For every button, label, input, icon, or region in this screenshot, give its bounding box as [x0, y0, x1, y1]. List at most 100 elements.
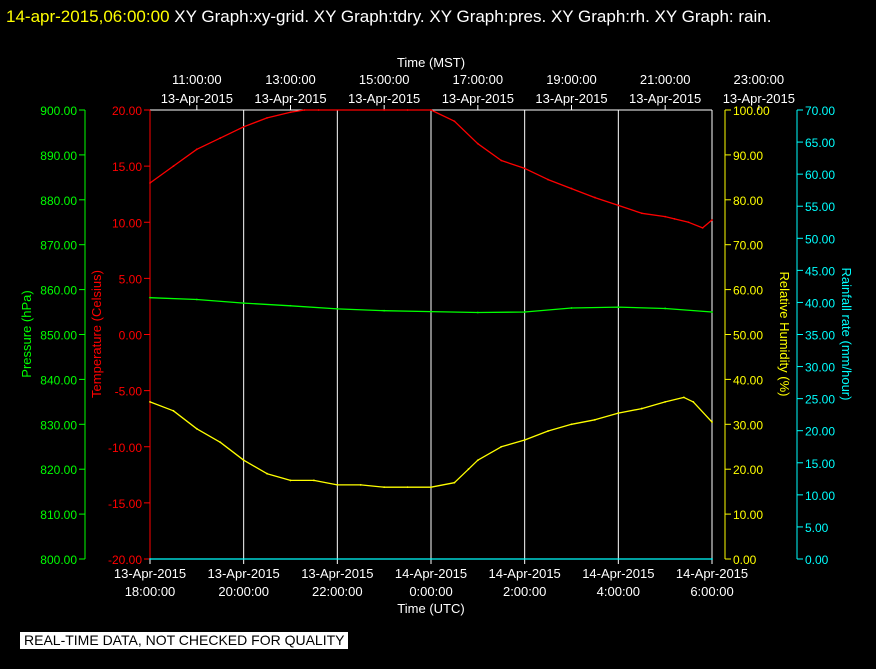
temperature-point: [172, 165, 175, 168]
top-tick-date: 13-Apr-2015: [442, 91, 514, 106]
temperature-point: [289, 111, 292, 114]
pressure-point: [664, 307, 667, 310]
temperature-axis-title: Temperature (Celsius): [89, 270, 104, 398]
humidity-point: [266, 472, 268, 475]
humidity-tick-label: 100.00: [733, 104, 770, 118]
bottom-tick-date: 14-Apr-2015: [395, 566, 467, 581]
humidity-point: [195, 427, 198, 430]
humidity-axis-title: Relative Humidity (%): [777, 272, 792, 397]
top-tick-time: 19:00:00: [546, 72, 597, 87]
top-tick-date: 13-Apr-2015: [535, 91, 607, 106]
humidity-point: [336, 484, 339, 486]
pressure-tick-label: 890.00: [40, 149, 77, 163]
rainfall-tick-label: 50.00: [805, 232, 835, 246]
top-tick-date: 13-Apr-2015: [723, 91, 795, 106]
humidity-point: [383, 486, 386, 489]
pressure-point: [711, 311, 713, 313]
humidity-tick-label: 80.00: [733, 194, 763, 208]
temperature-point: [523, 167, 526, 170]
humidity-tick-label: 40.00: [733, 373, 763, 387]
header-timestamp: 14-apr-2015,06:00:00: [6, 7, 170, 26]
temperature-series-line: [149, 109, 713, 229]
rainfall-point: [149, 558, 151, 560]
humidity-tick-label: 30.00: [733, 418, 763, 432]
pressure-point: [195, 298, 198, 301]
humidity-point: [617, 412, 620, 414]
temperature-point: [701, 226, 704, 229]
temperature-point: [195, 148, 198, 151]
humidity-point: [406, 486, 409, 489]
rainfall-tick-label: 60.00: [805, 168, 835, 182]
pressure-point: [336, 308, 339, 310]
top-tick-date: 13-Apr-2015: [629, 91, 701, 106]
temperature-point: [430, 109, 432, 111]
temperature-point: [711, 219, 713, 221]
temperature-tick-label: -20.00: [108, 553, 142, 567]
temperature-tick-label: -5.00: [115, 385, 143, 399]
temperature-tick-label: 0.00: [119, 329, 143, 343]
humidity-tick-label: 10.00: [733, 508, 763, 522]
temperature-point: [547, 178, 549, 181]
pressure-point: [570, 307, 573, 309]
temperature-tick-label: -10.00: [108, 441, 142, 455]
rainfall-tick-label: 25.00: [805, 393, 835, 407]
pressure-tick-label: 900.00: [40, 104, 77, 118]
humidity-point: [219, 441, 222, 444]
rainfall-tick-label: 55.00: [805, 200, 835, 214]
temperature-point: [303, 109, 306, 111]
temperature-point: [673, 217, 676, 220]
rainfall-tick-label: 5.00: [805, 521, 829, 535]
top-tick-date: 13-Apr-2015: [254, 91, 326, 106]
humidity-tick-label: 20.00: [733, 463, 763, 477]
top-tick-date: 13-Apr-2015: [348, 91, 420, 106]
pressure-axis-title: Pressure (hPa): [19, 290, 34, 377]
pressure-tick-label: 880.00: [40, 194, 77, 208]
temperature-point: [149, 182, 151, 184]
humidity-point: [453, 481, 456, 484]
humidity-point: [640, 407, 643, 410]
top-tick-time: 17:00:00: [453, 72, 504, 87]
pressure-point: [289, 304, 292, 307]
top-tick-time: 15:00:00: [359, 72, 410, 87]
temperature-point: [266, 116, 268, 119]
pressure-tick-label: 810.00: [40, 508, 77, 522]
temperature-point: [476, 142, 479, 145]
pressure-point: [149, 296, 151, 299]
axes-layer: 11:00:00 13-Apr-2015 13:00:00 13-Apr-2015 15…: [40, 72, 835, 599]
humidity-point: [523, 439, 526, 441]
temperature-point: [453, 120, 456, 123]
humidity-point: [289, 479, 292, 482]
rainfall-tick-label: 35.00: [805, 329, 835, 343]
rainfall-axis-title: Rainfall rate (mm/hour): [839, 268, 854, 401]
temperature-point: [664, 215, 667, 218]
humidity-tick-label: 50.00: [733, 329, 763, 343]
bottom-tick-time: 6:00:00: [690, 584, 733, 599]
rainfall-tick-label: 30.00: [805, 361, 835, 375]
rainfall-tick-label: 0.00: [805, 553, 829, 567]
header-title: XY Graph:xy-grid. XY Graph:tdry. XY Grap…: [174, 7, 772, 26]
temperature-point: [570, 187, 573, 190]
grid-layer: [149, 109, 713, 560]
graph-header: 14-apr-2015,06:00:00 XY Graph:xy-grid. X…: [6, 3, 866, 30]
temperature-point: [617, 204, 620, 207]
humidity-point: [594, 418, 596, 421]
humidity-point: [664, 400, 667, 403]
humidity-point: [683, 396, 685, 399]
pressure-point: [523, 311, 526, 313]
series-layer: [149, 109, 713, 560]
bottom-tick-date: 13-Apr-2015: [301, 566, 373, 581]
pressure-tick-label: 840.00: [40, 373, 77, 387]
humidity-point: [172, 409, 175, 412]
bottom-tick-time: 0:00:00: [409, 584, 452, 599]
top-tick-time: 23:00:00: [734, 72, 785, 87]
humidity-tick-label: 90.00: [733, 149, 763, 163]
temperature-tick-label: 10.00: [112, 216, 142, 230]
top-tick-time: 13:00:00: [265, 72, 316, 87]
pressure-tick-label: 850.00: [40, 329, 77, 343]
bottom-tick-time: 18:00:00: [125, 584, 176, 599]
temperature-point: [242, 125, 245, 128]
bottom-tick-date: 14-Apr-2015: [582, 566, 654, 581]
humidity-point: [467, 468, 470, 471]
temperature-point: [594, 196, 596, 199]
quality-notice: REAL-TIME DATA, NOT CHECKED FOR QUALITY: [20, 632, 349, 649]
